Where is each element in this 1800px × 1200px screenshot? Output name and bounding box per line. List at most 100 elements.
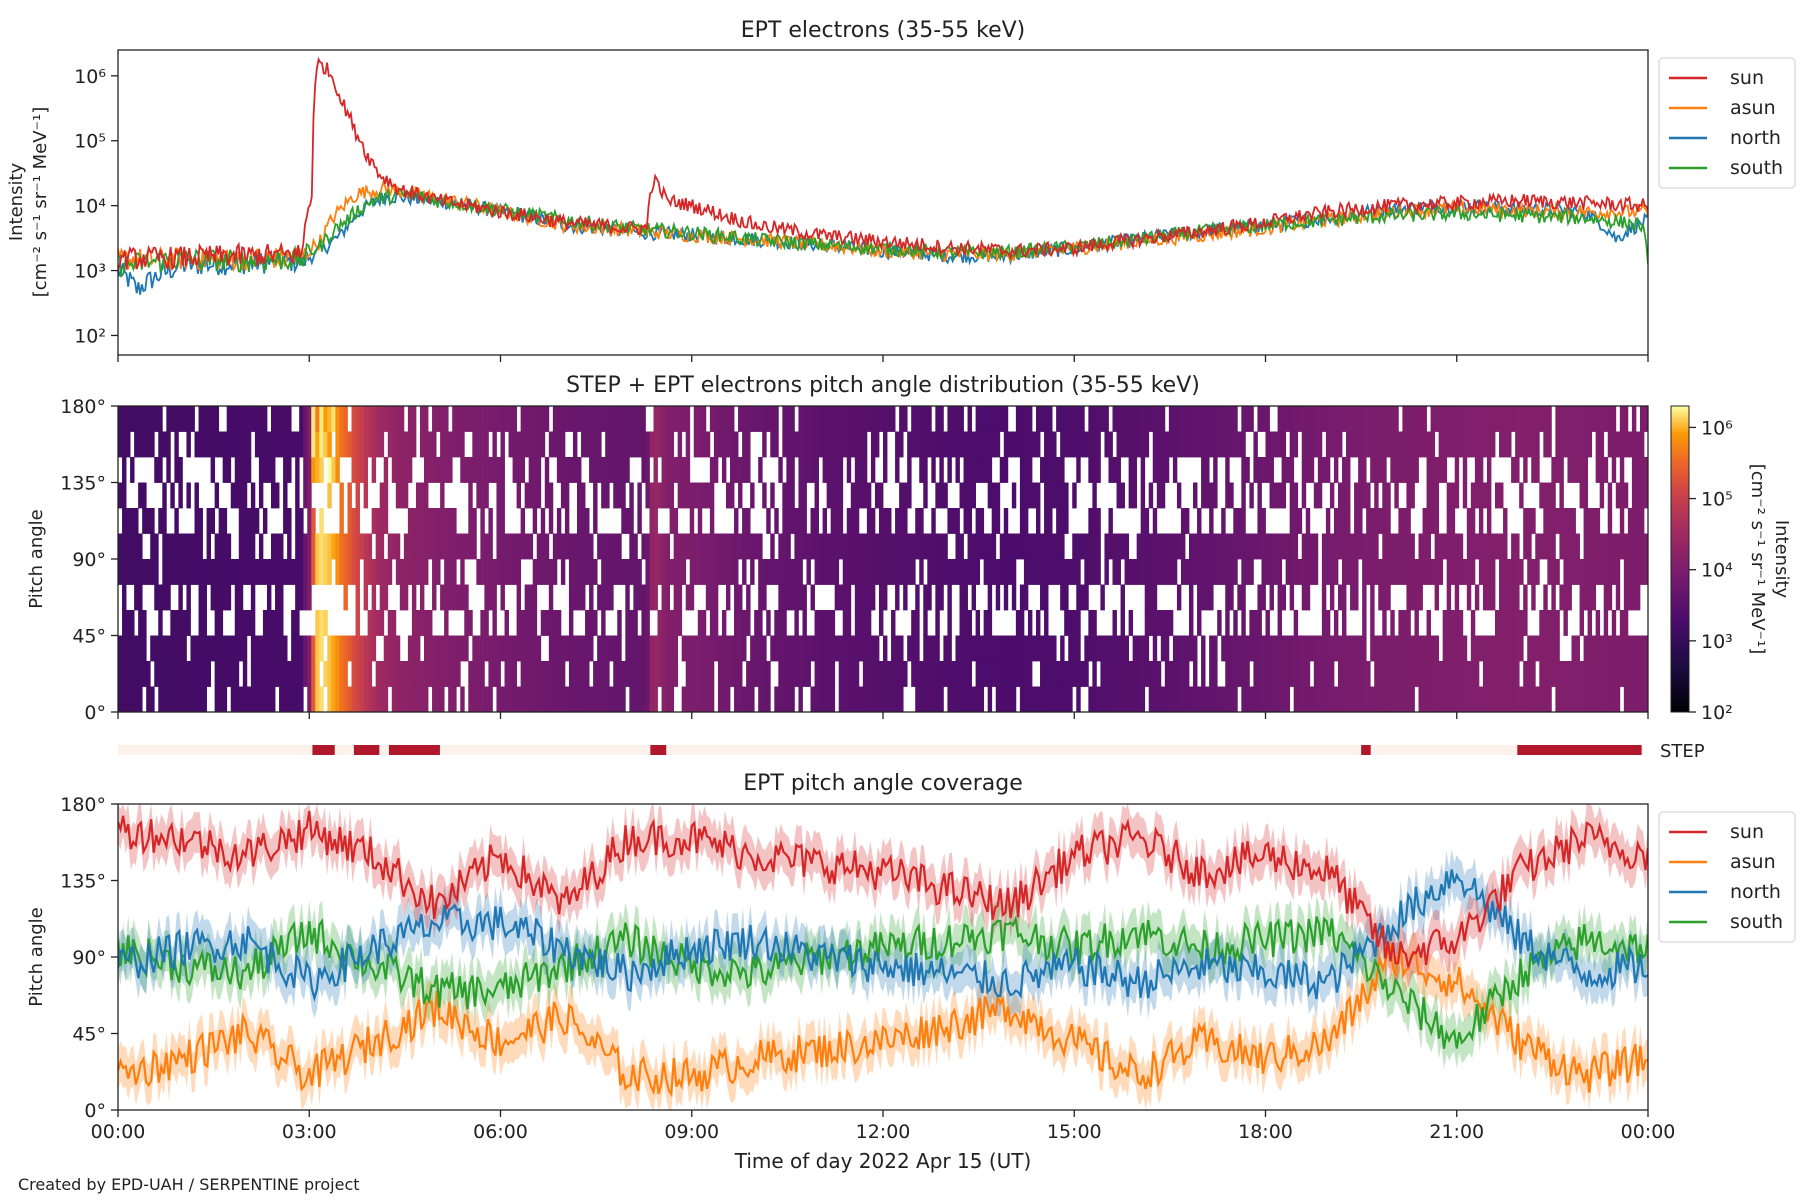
heatmap-cell	[275, 482, 280, 509]
heatmap-cell	[307, 406, 312, 432]
heatmap-cell	[858, 686, 864, 712]
heatmap-cell	[307, 482, 312, 509]
heatmap-cell	[403, 559, 409, 585]
heatmap-cell	[758, 635, 763, 662]
heatmap-cell	[1019, 686, 1025, 712]
heatmap-cell	[452, 431, 457, 458]
heatmap-cell	[1547, 431, 1552, 458]
heatmap-cell	[1551, 457, 1556, 483]
heatmap-cell	[577, 559, 582, 585]
heatmap-cell	[182, 610, 187, 636]
heatmap-cell	[653, 406, 658, 432]
panel3-ytick-label: 180°	[60, 794, 106, 816]
heatmap-cell	[1567, 457, 1572, 483]
heatmap-cell	[1635, 584, 1641, 611]
heatmap-cell	[1100, 635, 1105, 662]
heatmap-cell	[1527, 686, 1532, 712]
heatmap-cell	[1164, 533, 1170, 560]
heatmap-cell	[1176, 431, 1182, 458]
heatmap-cell	[323, 661, 328, 687]
heatmap-cell	[1140, 559, 1146, 585]
heatmap-cell	[601, 610, 606, 636]
heatmap-cell	[991, 635, 997, 662]
heatmap-cell	[673, 457, 679, 483]
heatmap-cell	[742, 431, 747, 458]
heatmap-cell	[375, 533, 381, 560]
heatmap-cell	[1064, 406, 1069, 432]
heatmap-cell	[846, 533, 852, 560]
heatmap-cell	[1559, 661, 1564, 687]
heatmap-cell	[1575, 457, 1580, 483]
heatmap-cell	[709, 533, 715, 560]
heatmap-cell	[500, 686, 505, 712]
heatmap-cell	[979, 635, 985, 662]
heatmap-cell	[218, 533, 224, 560]
heatmap-cell	[234, 431, 240, 458]
heatmap-cell	[186, 559, 191, 585]
heatmap-cell	[919, 559, 924, 585]
heatmap-cell	[1450, 686, 1456, 712]
heatmap-cell	[1031, 431, 1037, 458]
heatmap-cell	[1567, 406, 1572, 432]
heatmap-cell	[246, 406, 252, 432]
heatmap-cell	[548, 431, 554, 458]
heatmap-cell	[1354, 406, 1359, 432]
heatmap-cell	[1635, 508, 1641, 534]
heatmap-cell	[295, 559, 300, 585]
heatmap-cell	[814, 508, 819, 534]
heatmap-cell	[1619, 457, 1625, 483]
heatmap-cell	[1144, 635, 1150, 662]
heatmap-cell	[532, 610, 538, 636]
colorbar-tick-label: 10⁵	[1701, 489, 1733, 511]
heatmap-cell	[1197, 508, 1202, 534]
heatmap-cell	[1567, 661, 1572, 687]
heatmap-cell	[709, 610, 715, 636]
heatmap-cell	[1297, 508, 1303, 534]
heatmap-cell	[1515, 431, 1520, 458]
heatmap-cell	[778, 635, 783, 662]
heatmap-cell	[1523, 686, 1528, 712]
heatmap-cell	[347, 559, 352, 585]
heatmap-cell	[1172, 559, 1178, 585]
heatmap-cell	[440, 584, 445, 611]
heatmap-cell	[878, 482, 884, 509]
heatmap-cell	[512, 559, 518, 585]
heatmap-cell	[1064, 661, 1069, 687]
heatmap-cell	[198, 610, 203, 636]
heatmap-cell	[1168, 406, 1174, 432]
heatmap-cell	[1249, 635, 1254, 662]
heatmap-cell	[947, 584, 952, 611]
heatmap-cell	[484, 635, 489, 662]
heatmap-cell	[1374, 661, 1379, 687]
heatmap-cell	[1547, 610, 1552, 636]
heatmap-cell	[1108, 635, 1113, 662]
heatmap-cell	[1168, 686, 1174, 712]
heatmap-cell	[1643, 686, 1648, 712]
heatmap-cell	[291, 610, 296, 636]
heatmap-cell	[1639, 457, 1645, 483]
heatmap-cell	[508, 533, 513, 560]
heatmap-cell	[995, 508, 1001, 534]
heatmap-cell	[1579, 686, 1584, 712]
heatmap-cell	[520, 533, 526, 560]
heatmap-cell	[931, 533, 936, 560]
heatmap-cell	[1519, 686, 1524, 712]
heatmap-cell	[617, 533, 622, 560]
heatmap-cell	[734, 635, 739, 662]
heatmap-cell	[1551, 661, 1556, 687]
heatmap-cell	[266, 610, 272, 636]
heatmap-cell	[1499, 482, 1504, 509]
heatmap-cell	[1172, 533, 1178, 560]
heatmap-cell	[822, 635, 828, 662]
heatmap-cell	[1539, 533, 1544, 560]
heatmap-cell	[339, 559, 344, 585]
heatmap-cell	[649, 508, 654, 534]
heatmap-cell	[1265, 431, 1270, 458]
heatmap-cell	[1575, 431, 1580, 458]
heatmap-cell	[1076, 610, 1081, 636]
heatmap-cell	[798, 431, 803, 458]
heatmap-cell	[1426, 686, 1431, 712]
heatmap-cell	[1052, 482, 1057, 509]
heatmap-cell	[943, 635, 948, 662]
heatmap-cell	[1172, 686, 1178, 712]
